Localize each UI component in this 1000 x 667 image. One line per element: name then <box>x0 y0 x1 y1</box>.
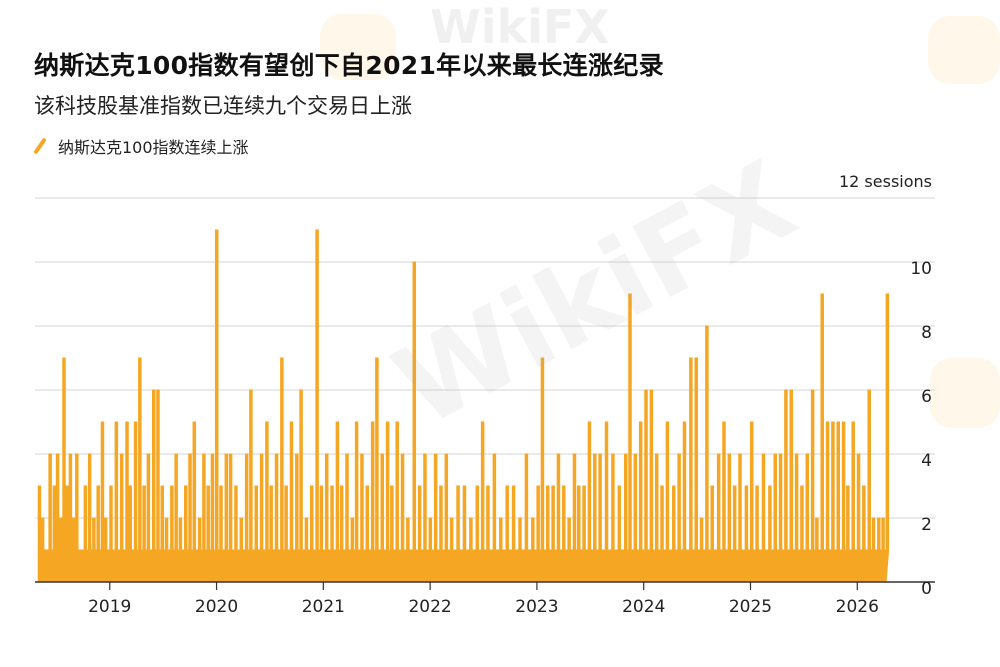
x-tick-label: 2026 <box>836 597 879 617</box>
x-tick-label: 2022 <box>408 597 451 617</box>
y-tick-label: 4 <box>921 451 932 471</box>
y-tick-label: 6 <box>921 387 932 407</box>
x-tick-label: 2024 <box>622 597 665 617</box>
x-tick-label: 2021 <box>302 597 345 617</box>
x-tick-label: 2023 <box>515 597 558 617</box>
legend: 纳斯达克100指数连续上涨 <box>33 134 249 158</box>
y-unit-label: 12 sessions <box>838 172 932 191</box>
y-tick-label: 10 <box>910 259 932 279</box>
y-tick-label: 0 <box>921 579 932 599</box>
legend-label: 纳斯达克100指数连续上涨 <box>58 138 249 157</box>
x-tick-label: 2019 <box>88 597 131 617</box>
chart-subtitle: 该科技股基准指数已连续九个交易日上涨 <box>34 94 412 118</box>
x-tick-label: 2020 <box>195 597 238 617</box>
streak-area <box>37 229 890 583</box>
x-tick-label: 2025 <box>729 597 772 617</box>
chart-title: 纳斯达克100指数有望创下自2021年以来最长连涨纪录 <box>34 51 664 80</box>
y-tick-label: 8 <box>921 323 932 343</box>
y-tick-label: 2 <box>921 515 932 535</box>
